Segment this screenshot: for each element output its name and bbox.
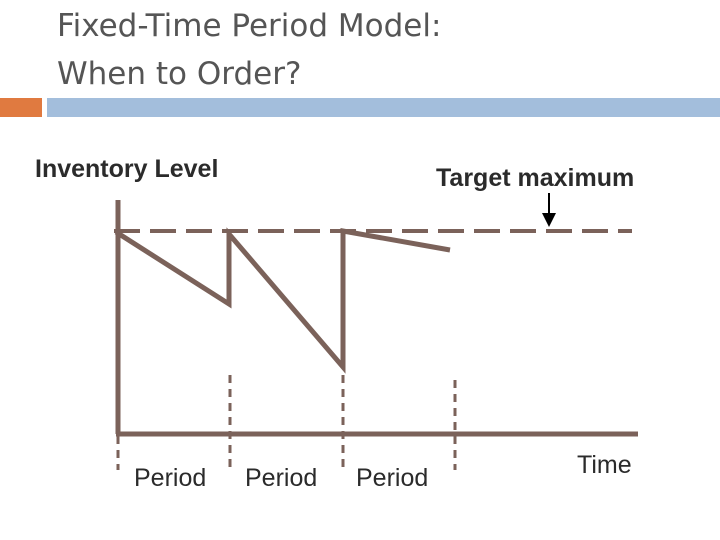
x-axis-label: Time [577,451,632,479]
y-axis-label: Inventory Level [35,155,219,183]
period-label-1: Period [134,464,207,492]
slide-title-line-2: When to Order? [57,56,302,92]
target-maximum-label: Target maximum [436,164,635,192]
accent-bar-blue [47,98,720,117]
target-arrow-head [542,213,556,227]
period-label-3: Period [356,464,429,492]
accent-bar-orange [0,98,42,117]
period-label-2: Period [245,464,318,492]
slide-title-line-1: Fixed-Time Period Model: [57,8,442,44]
slide-title: Fixed-Time Period Model: When to Order? [57,2,441,98]
inventory-level-line [114,227,451,374]
